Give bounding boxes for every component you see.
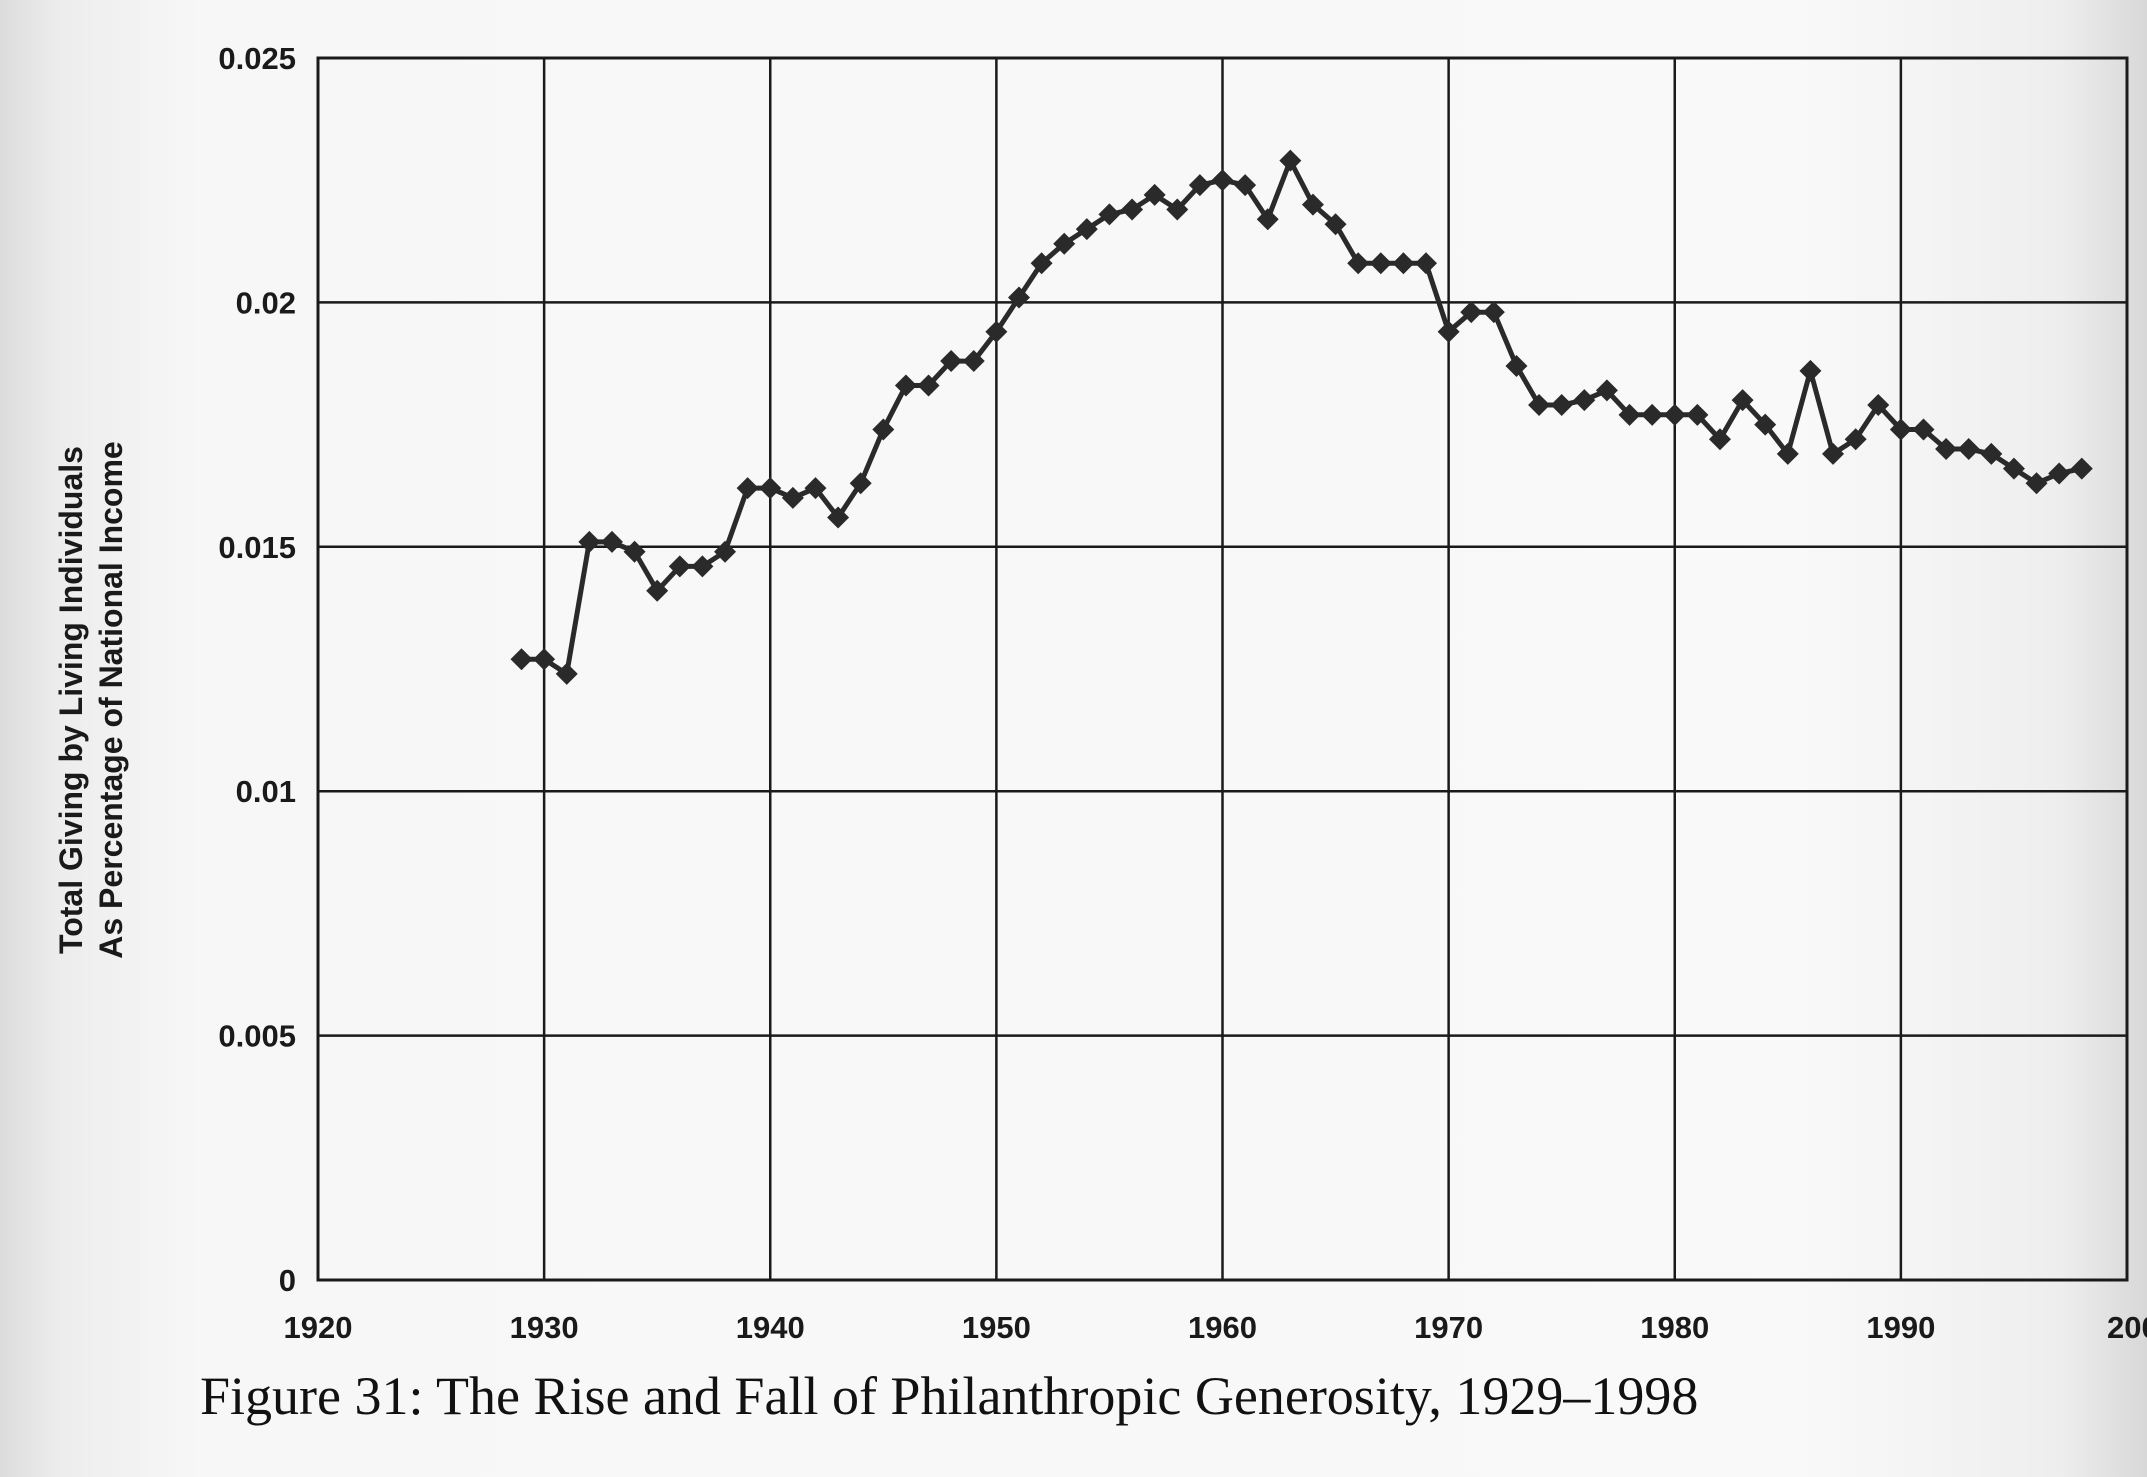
figure-caption: Figure 31: The Rise and Fall of Philanth… [200, 1366, 1699, 1426]
x-tick-label: 1920 [284, 1310, 353, 1345]
data-point-marker [1618, 403, 1641, 426]
data-point-marker [781, 486, 804, 509]
data-point-marker [2025, 472, 2048, 495]
data-point-marker [1505, 354, 1528, 377]
data-point-marker [510, 648, 533, 671]
data-point-marker [1776, 442, 1799, 465]
data-point-marker [1098, 203, 1121, 226]
data-point-marker [1822, 442, 1845, 465]
data-point-marker [1301, 193, 1324, 216]
data-point-marker [646, 579, 669, 602]
data-point-marker [1957, 438, 1980, 461]
data-point-marker [1889, 418, 1912, 441]
data-point-marker [1867, 394, 1890, 417]
x-tick-label: 1980 [1640, 1310, 1709, 1345]
y-tick-label: 0 [279, 1263, 296, 1298]
data-point-marker [2048, 462, 2071, 485]
x-tick-label: 1990 [1866, 1310, 1935, 1345]
data-point-marker [1935, 438, 1958, 461]
plot-frame [316, 56, 2129, 1282]
data-point-marker [962, 350, 985, 373]
data-point-marker [736, 477, 759, 500]
x-tick-label: 1960 [1188, 1310, 1257, 1345]
data-point-marker [1708, 428, 1731, 451]
data-point-marker [1641, 403, 1664, 426]
data-point-marker [1075, 218, 1098, 241]
data-point-marker [1007, 286, 1030, 309]
data-point-marker [1188, 174, 1211, 197]
data-point-marker [1528, 394, 1551, 417]
y-axis-title: Total Giving by Living Individuals As Pe… [53, 441, 129, 958]
data-point-marker [872, 418, 895, 441]
data-point-marker [1347, 252, 1370, 275]
data-point-marker [578, 530, 601, 553]
data-point-marker [1754, 413, 1777, 436]
data-point-marker [668, 555, 691, 578]
data-point-marker [1912, 418, 1935, 441]
data-point-marker [1166, 198, 1189, 221]
data-point-marker [1482, 301, 1505, 324]
data-point-marker [1980, 442, 2003, 465]
data-point-marker [1731, 389, 1754, 412]
data-point-marker [894, 374, 917, 397]
data-point-marker [1143, 183, 1166, 206]
data-point-marker [1663, 403, 1686, 426]
x-tick-label: 1940 [736, 1310, 805, 1345]
x-tick-label: 1950 [962, 1310, 1031, 1345]
data-point-marker [940, 350, 963, 373]
x-axis-ticks: 1920 1930 1940 1950 1960 1970 1980 1990 2000 [284, 1310, 2147, 1345]
data-point-marker [804, 477, 827, 500]
data-point-marker [917, 374, 940, 397]
data-point-marker [1686, 403, 1709, 426]
y-axis-ticks: 0 0.005 0.01 0.015 0.02 0.025 [218, 41, 296, 1298]
data-point-marker [1392, 252, 1415, 275]
data-point-marker [985, 320, 1008, 343]
data-point-marker [1844, 428, 1867, 451]
data-point-marker [1279, 149, 1302, 172]
series-markers [510, 149, 2093, 685]
data-point-marker [1030, 252, 1053, 275]
data-point-marker [1595, 379, 1618, 402]
data-point-marker [714, 540, 737, 563]
data-point-marker [1053, 232, 1076, 255]
y-axis-title-line-1: Total Giving by Living Individuals [53, 446, 89, 954]
x-tick-label: 1970 [1414, 1310, 1483, 1345]
data-point-marker [2002, 457, 2025, 480]
y-tick-label: 0.005 [218, 1019, 296, 1054]
grid-lines [316, 56, 2129, 1282]
data-point-marker [1550, 394, 1573, 417]
data-point-marker [533, 648, 556, 671]
data-point-marker [759, 477, 782, 500]
data-point-marker [1256, 208, 1279, 231]
data-point-marker [827, 506, 850, 529]
y-tick-label: 0.015 [218, 530, 296, 565]
y-axis-title-line-2: As Percentage of National Income [93, 441, 129, 958]
data-point-marker [1211, 169, 1234, 192]
data-point-marker [691, 555, 714, 578]
data-point-marker [1799, 359, 1822, 382]
series-line [521, 158, 2083, 677]
y-tick-label: 0.01 [236, 774, 296, 809]
data-point-marker [1573, 389, 1596, 412]
y-tick-label: 0.025 [218, 41, 296, 76]
data-point-marker [555, 662, 578, 685]
data-point-marker [600, 530, 623, 553]
data-point-marker [1324, 213, 1347, 236]
y-tick-label: 0.02 [236, 285, 296, 320]
data-point-marker [1460, 301, 1483, 324]
data-point-marker [1415, 252, 1438, 275]
x-tick-label: 1930 [510, 1310, 579, 1345]
data-point-marker [623, 540, 646, 563]
data-point-marker [1437, 320, 1460, 343]
data-point-marker [1369, 252, 1392, 275]
data-point-marker [2070, 457, 2093, 480]
data-point-marker [849, 472, 872, 495]
data-point-marker [1234, 174, 1257, 197]
data-point-marker [1121, 198, 1144, 221]
x-tick-label: 2000 [2107, 1310, 2147, 1345]
